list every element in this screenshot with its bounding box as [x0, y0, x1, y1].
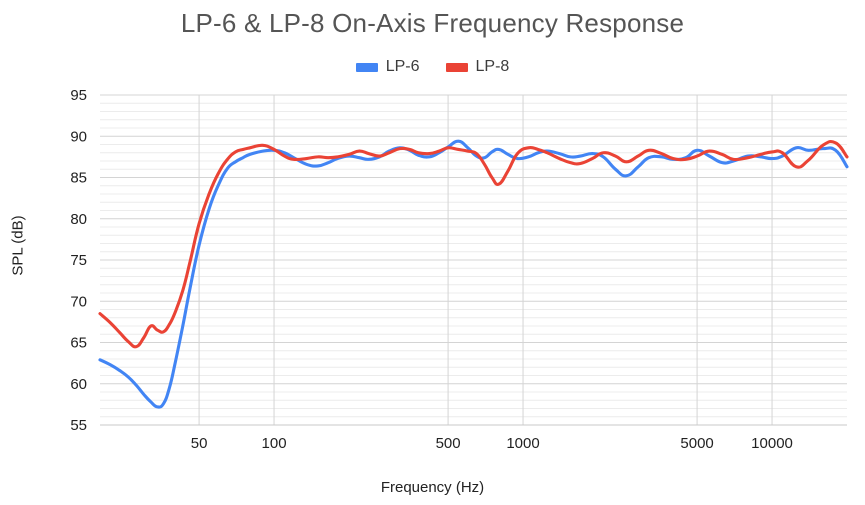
svg-text:65: 65: [70, 335, 87, 352]
legend-label-lp6: LP-6: [385, 58, 420, 75]
series-line-lp-8: [98, 139, 849, 349]
legend-label-lp8: LP-8: [475, 58, 510, 75]
x-axis-title: Frequency (Hz): [380, 479, 485, 496]
svg-text:50: 50: [191, 435, 208, 452]
svg-text:90: 90: [70, 128, 87, 145]
y-axis-title: SPL (dB): [9, 215, 27, 276]
chart-legend: LP-6 LP-8: [0, 58, 865, 76]
svg-text:75: 75: [70, 252, 87, 269]
gridlines-minor: [100, 102, 847, 418]
svg-text:10000: 10000: [751, 435, 793, 452]
svg-text:85: 85: [70, 170, 87, 187]
svg-text:100: 100: [262, 435, 287, 452]
svg-text:70: 70: [70, 293, 87, 310]
svg-text:80: 80: [70, 211, 87, 228]
legend-swatch-lp6: [355, 62, 378, 72]
series-line-lp-6: [98, 139, 849, 409]
y-axis-tick-labels: 55 60 65 70 75 80 85 90 95: [70, 87, 87, 434]
svg-text:5000: 5000: [680, 435, 713, 452]
svg-text:60: 60: [70, 376, 87, 393]
svg-text:1000: 1000: [506, 435, 539, 452]
legend-item-lp6[interactable]: LP-6: [355, 58, 420, 76]
series-lines: [98, 139, 849, 409]
svg-text:55: 55: [70, 417, 87, 434]
legend-swatch-lp8: [445, 62, 468, 72]
legend-item-lp8[interactable]: LP-8: [445, 58, 510, 76]
svg-text:500: 500: [436, 435, 461, 452]
chart-title: LP-6 & LP-8 On-Axis Frequency Response: [180, 8, 685, 38]
x-axis-tick-labels: 50 100 500 1000 5000 10000: [191, 435, 793, 452]
svg-text:95: 95: [70, 87, 87, 104]
